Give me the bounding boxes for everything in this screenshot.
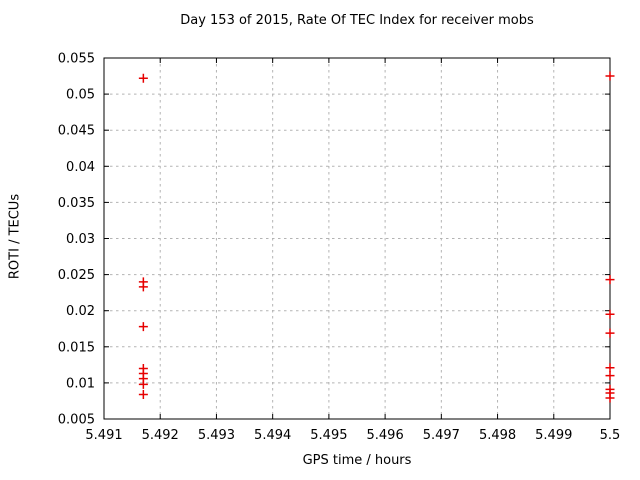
data-point — [138, 73, 148, 83]
data-point — [605, 71, 615, 81]
data-point — [605, 363, 615, 373]
x-tick-label: 5.496 — [367, 428, 404, 443]
x-tick-label: 5.494 — [254, 428, 291, 443]
y-tick-label: 0.015 — [58, 340, 95, 355]
data-point — [605, 371, 615, 381]
y-tick-label: 0.03 — [66, 232, 95, 247]
y-tick-labels: 0.005 0.01 0.015 0.02 0.025 0.03 0.035 0.04 0.04… — [58, 52, 95, 428]
y-tick-label: 0.035 — [58, 196, 95, 211]
data-series — [138, 71, 615, 403]
data-point — [605, 309, 615, 319]
x-tick-label: 5.492 — [142, 428, 179, 443]
x-tick-label: 5.498 — [479, 428, 516, 443]
grid-lines — [104, 58, 610, 419]
y-tick-label: 0.01 — [66, 376, 95, 391]
x-tick-label: 5.493 — [198, 428, 235, 443]
y-tick-label: 0.005 — [58, 413, 95, 428]
y-tick-label: 0.025 — [58, 268, 95, 283]
data-point — [138, 282, 148, 292]
data-point — [605, 328, 615, 338]
x-tick-label: 5.491 — [85, 428, 122, 443]
x-axis-label: GPS time / hours — [302, 453, 412, 468]
x-tick-label: 5.495 — [310, 428, 347, 443]
y-tick-label: 0.045 — [58, 124, 95, 139]
chart-title: Day 153 of 2015, Rate Of TEC Index for r… — [180, 13, 534, 28]
x-tick-label: 5.5 — [600, 428, 621, 443]
x-tick-label: 5.499 — [535, 428, 572, 443]
data-point — [605, 393, 615, 403]
x-tick-labels: 5.491 5.492 5.493 5.494 5.495 5.496 5.497 5.498… — [85, 428, 620, 443]
data-point — [138, 389, 148, 399]
y-tick-label: 0.05 — [66, 88, 95, 103]
x-tick-label: 5.497 — [423, 428, 460, 443]
data-point — [138, 379, 148, 389]
y-tick-label: 0.04 — [66, 160, 95, 175]
tick-marks — [103, 57, 611, 420]
y-tick-label: 0.02 — [66, 304, 95, 319]
y-tick-label: 0.055 — [58, 52, 95, 67]
data-point — [605, 275, 615, 285]
data-point — [138, 322, 148, 332]
